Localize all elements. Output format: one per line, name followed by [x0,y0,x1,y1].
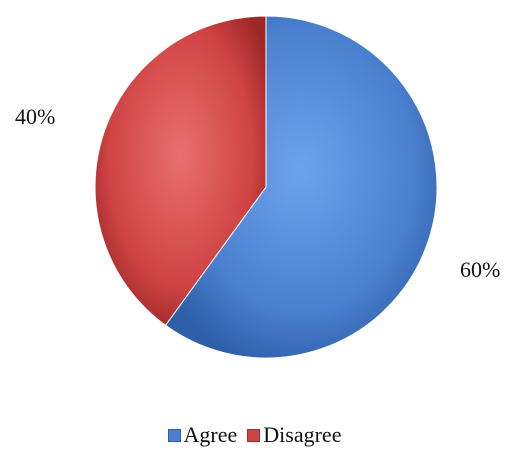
pie-data-labels: 60% 40% [15,104,500,282]
legend-swatch-disagree [247,428,261,442]
data-label-agree: 60% [460,257,500,282]
legend-item-disagree: Disagree [247,422,341,448]
legend-swatch-agree [167,428,181,442]
pie-chart: 60% 40% [15,15,500,359]
legend-label-disagree: Disagree [263,422,342,447]
legend: Agree Disagree [0,420,509,450]
pie-slice-disagree [94,15,267,327]
legend-item-agree: Agree [167,422,238,448]
legend-label-agree: Agree [183,422,238,447]
pie-slice-agree [164,15,438,359]
pie-slices [94,15,438,359]
data-label-disagree: 40% [15,104,55,129]
